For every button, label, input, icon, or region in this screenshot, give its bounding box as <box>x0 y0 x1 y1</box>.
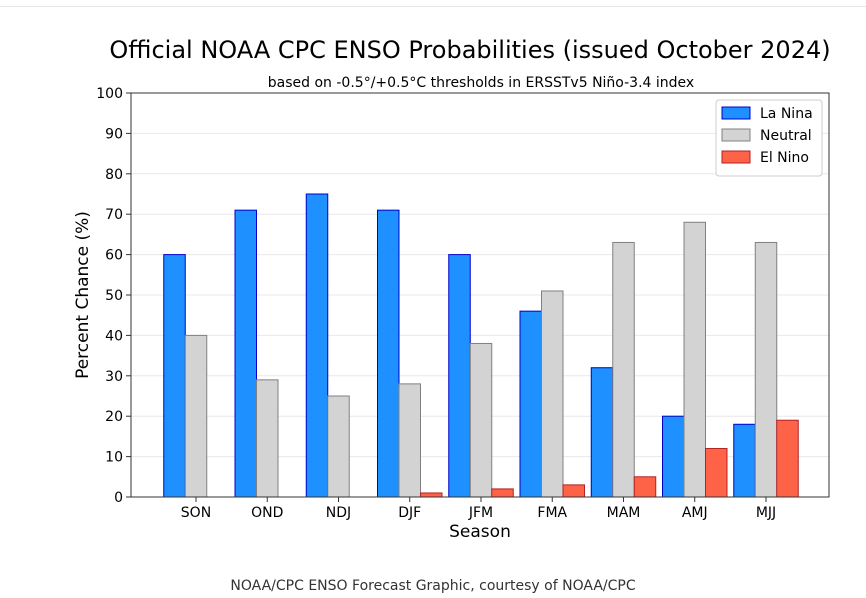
enso-probability-chart: Official NOAA CPC ENSO Probabilities (is… <box>73 36 831 542</box>
legend-label-la-nina: La Nina <box>760 106 813 122</box>
y-axis-label: Percent Chance (%) <box>73 211 93 379</box>
bar-el-nino-djf <box>420 492 443 498</box>
y-tick-label: 40 <box>105 328 123 344</box>
x-tick-label: NDJ <box>326 505 351 521</box>
y-tick-label: 80 <box>105 167 123 183</box>
legend-swatch-el-nino <box>721 150 751 164</box>
bars <box>163 193 799 498</box>
y-tick-label: 10 <box>105 450 123 466</box>
bar-el-nino-mjj <box>776 419 799 498</box>
footer-caption: NOAA/CPC ENSO Forecast Graphic, courtesy… <box>230 578 636 594</box>
y-tick-label: 100 <box>96 86 123 102</box>
bar-la-nina-fma <box>519 310 542 498</box>
bar-la-nina-djf <box>377 209 400 498</box>
legend: La Nina Neutral El Nino <box>715 99 823 177</box>
x-tick-label: DJF <box>398 505 421 521</box>
chart-title: Official NOAA CPC ENSO Probabilities (is… <box>109 36 830 64</box>
x-tick-label: SON <box>181 505 211 521</box>
legend-swatch-la-nina <box>721 106 751 120</box>
bar-la-nina-son <box>163 254 186 498</box>
bar-neutral-mam <box>612 241 635 498</box>
x-tick-label: MJJ <box>756 505 776 521</box>
x-tick-label: AMJ <box>682 505 708 521</box>
y-axis: 0 10 20 30 40 50 60 70 80 90 100 <box>96 86 131 506</box>
bar-la-nina-amj <box>662 415 685 498</box>
y-tick-label: 90 <box>105 126 123 142</box>
bar-el-nino-amj <box>705 448 728 498</box>
legend-label-neutral: Neutral <box>760 128 812 144</box>
bar-neutral-djf <box>398 383 421 498</box>
bar-la-nina-ond <box>234 209 257 498</box>
legend-swatch-neutral <box>721 128 751 142</box>
y-tick-label: 20 <box>105 409 123 425</box>
x-tick-label: FMA <box>537 505 567 521</box>
x-axis-label: Season <box>449 522 511 542</box>
top-divider <box>0 6 866 7</box>
bar-neutral-mjj <box>754 241 778 498</box>
bar-neutral-ond <box>256 379 279 498</box>
bar-neutral-amj <box>683 221 706 498</box>
bar-la-nina-mam <box>590 367 614 498</box>
chart-subtitle: based on -0.5°/+0.5°C thresholds in ERSS… <box>268 75 694 91</box>
bar-el-nino-fma <box>562 484 585 498</box>
x-axis: SON OND NDJ DJF JFM FMA MAM AMJ MJJ <box>181 497 776 521</box>
y-tick-label: 70 <box>105 207 123 223</box>
x-tick-label: OND <box>251 505 283 521</box>
bar-la-nina-jfm <box>448 254 471 498</box>
bar-neutral-son <box>184 334 208 498</box>
x-tick-label: JFM <box>468 505 493 521</box>
legend-label-el-nino: El Nino <box>760 150 809 166</box>
bar-neutral-jfm <box>469 342 493 498</box>
bar-la-nina-mjj <box>733 423 756 498</box>
y-tick-label: 60 <box>105 248 123 264</box>
bar-neutral-fma <box>541 290 564 498</box>
x-tick-label: MAM <box>607 505 641 521</box>
y-tick-label: 50 <box>105 288 123 304</box>
bar-neutral-ndj <box>327 395 350 498</box>
bar-el-nino-jfm <box>491 488 514 498</box>
bar-la-nina-ndj <box>305 193 329 498</box>
y-tick-label: 30 <box>105 369 123 385</box>
y-tick-label: 0 <box>114 490 123 506</box>
bar-el-nino-mam <box>633 476 657 498</box>
